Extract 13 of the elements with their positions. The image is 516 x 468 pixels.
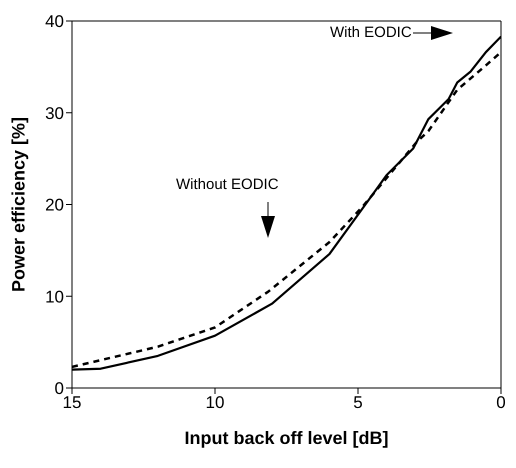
annotation: With EODIC	[330, 24, 412, 41]
x-tick-label: 15	[62, 393, 82, 412]
y-tick-label: 40	[45, 12, 64, 32]
annotation: Without EODIC	[176, 176, 279, 193]
y-tick-label: 20	[45, 196, 64, 215]
y-tick-label: 10	[45, 287, 64, 306]
y-tick-label: 0	[54, 379, 64, 398]
y-axis-title: Power efficiency [%]	[8, 116, 28, 292]
x-tick-label: 5	[353, 393, 363, 412]
y-tick-label: 30	[45, 104, 64, 123]
x-axis-title: Input back off level [dB]	[184, 428, 389, 448]
x-tick-label: 0	[496, 393, 506, 412]
x-tick-label: 10	[206, 393, 224, 412]
